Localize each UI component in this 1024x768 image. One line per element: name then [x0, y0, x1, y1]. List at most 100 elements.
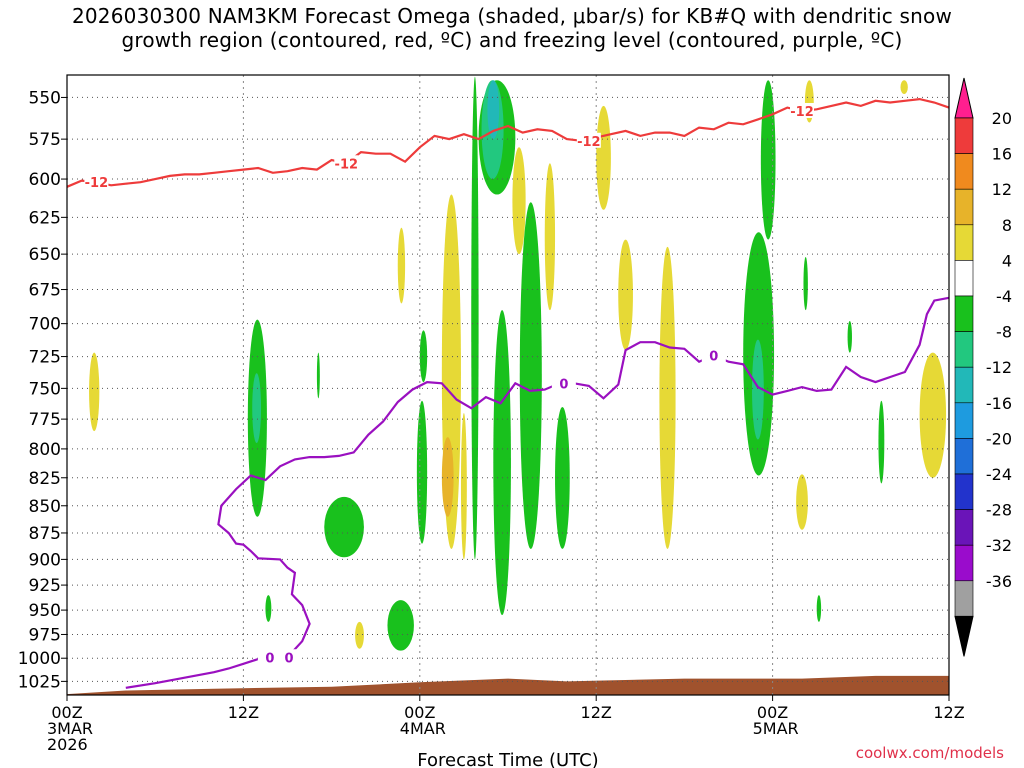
y-tick-label: 925	[29, 576, 61, 596]
omega-region	[397, 227, 406, 304]
y-tick-label: 850	[29, 497, 61, 517]
colorbar-swatch	[954, 473, 974, 510]
snow-growth-contour-label-bg	[334, 155, 359, 171]
colorbar-swatch	[954, 366, 974, 404]
colorbar-swatch	[954, 260, 974, 297]
y-tick-label: 600	[29, 170, 61, 190]
freezing-level-contour-label: 0	[559, 377, 568, 392]
freezing-level-contour-label: 0	[284, 651, 293, 666]
omega-region	[387, 600, 414, 651]
colorbar-label: -20	[986, 429, 1012, 448]
colorbar-swatch	[954, 438, 974, 475]
y-tick-label: 675	[29, 281, 61, 301]
chart-title: 2026030300 NAM3KM Forecast Omega (shaded…	[0, 4, 1024, 52]
omega-region	[471, 76, 479, 560]
colorbar-swatch	[954, 331, 974, 368]
omega-region	[441, 437, 454, 517]
colorbar-bottom-arrow	[954, 615, 974, 657]
omega-region	[803, 257, 808, 311]
y-tick-label: 950	[29, 601, 61, 621]
x-tick-label: 12Z	[933, 703, 964, 722]
omega-region	[355, 621, 364, 649]
y-tick-label: 700	[29, 315, 61, 335]
freezing-level-contour-label-bg	[257, 649, 282, 665]
omega-region	[252, 373, 262, 444]
y-tick-label: 650	[29, 245, 61, 265]
freezing-level-contour-label: 0	[709, 349, 718, 364]
colorbar-label: -36	[986, 572, 1012, 591]
omega-region	[519, 202, 542, 549]
snow-growth-contour-label: -12	[335, 157, 359, 172]
x-tick-label: 3MAR	[47, 719, 93, 738]
omega-region	[324, 496, 364, 558]
colorbar-swatch	[954, 580, 974, 617]
x-tick-label: 5MAR	[753, 719, 799, 738]
omega-region	[596, 105, 611, 210]
colorbar-label: -4	[996, 287, 1012, 306]
omega-region	[816, 595, 822, 622]
terrain-fill	[67, 675, 949, 695]
colorbar-label: -12	[986, 358, 1012, 377]
omega-region	[460, 413, 467, 560]
omega-region	[900, 80, 908, 95]
y-tick-label: 725	[29, 348, 61, 368]
colorbar-label: 8	[1002, 216, 1012, 235]
colorbar-swatch	[954, 544, 974, 582]
omega-region	[493, 310, 511, 616]
colorbar-swatch	[954, 224, 974, 261]
omega-region	[416, 400, 428, 544]
freezing-level-contour-label-bg	[551, 375, 576, 391]
colorbar: 20 16 12 8 4 -4 -8 -12 -16 -20 -24 -28 -32 -36	[954, 77, 1012, 657]
y-tick-label: 1025	[18, 672, 61, 692]
plot-frame	[66, 74, 950, 696]
snow-growth-contour-label: -12	[85, 176, 109, 191]
omega-region	[419, 330, 428, 383]
snow-growth-contour-label-bg	[790, 102, 814, 118]
omega-region	[544, 163, 556, 311]
omega-region	[847, 320, 852, 353]
colorbar-swatch	[954, 509, 974, 546]
x-tick-label: 12Z	[228, 703, 259, 722]
snow-growth-contour-label: -12	[790, 105, 814, 120]
omega-region	[796, 474, 808, 530]
title-line-1: 2026030300 NAM3KM Forecast Omega (shaded…	[71, 4, 953, 28]
x-tick-label: 12Z	[581, 703, 612, 722]
x-tick-label: 00Z	[51, 703, 82, 722]
colorbar-label: 20	[992, 109, 1012, 128]
omega-region	[89, 352, 100, 432]
title-line-2: growth region (contoured, red, ºC) and f…	[121, 28, 903, 52]
y-tick-label: 825	[29, 469, 61, 489]
y-tick-label: 900	[29, 550, 61, 570]
colorbar-swatch	[954, 295, 974, 332]
colorbar-swatch	[954, 117, 974, 154]
grid-layer	[66, 75, 950, 695]
colorbar-label: -32	[986, 536, 1012, 555]
omega-region	[659, 246, 676, 549]
x-tick-label: 2026	[47, 735, 88, 754]
y-tick-label: 575	[29, 130, 61, 150]
y-tick-label: 775	[29, 410, 61, 430]
colorbar-label: -8	[996, 323, 1012, 342]
omega-region	[618, 239, 633, 351]
colorbar-label: 16	[992, 145, 1012, 164]
colorbar-swatch	[954, 153, 974, 190]
freezing-level-contour-label: 0	[265, 651, 274, 666]
colorbar-label: -24	[986, 465, 1012, 484]
y-tick-label: 625	[29, 208, 61, 228]
y-tick-label: 800	[29, 440, 61, 460]
colorbar-label: 4	[1002, 251, 1012, 270]
x-tick-label: 00Z	[404, 703, 435, 722]
y-tick-label: 1000	[18, 649, 61, 669]
colorbar-label: -16	[986, 394, 1012, 413]
omega-region	[919, 352, 947, 478]
y-tick-label: 875	[29, 524, 61, 544]
omega-region	[512, 147, 526, 255]
freezing-level-contour-line	[125, 296, 950, 689]
x-tick-label: 00Z	[757, 703, 788, 722]
x-tick-label: 4MAR	[400, 719, 446, 738]
colorbar-label: -28	[986, 501, 1012, 520]
snow-growth-contour-label-bg	[84, 174, 109, 190]
omega-region	[752, 339, 764, 440]
